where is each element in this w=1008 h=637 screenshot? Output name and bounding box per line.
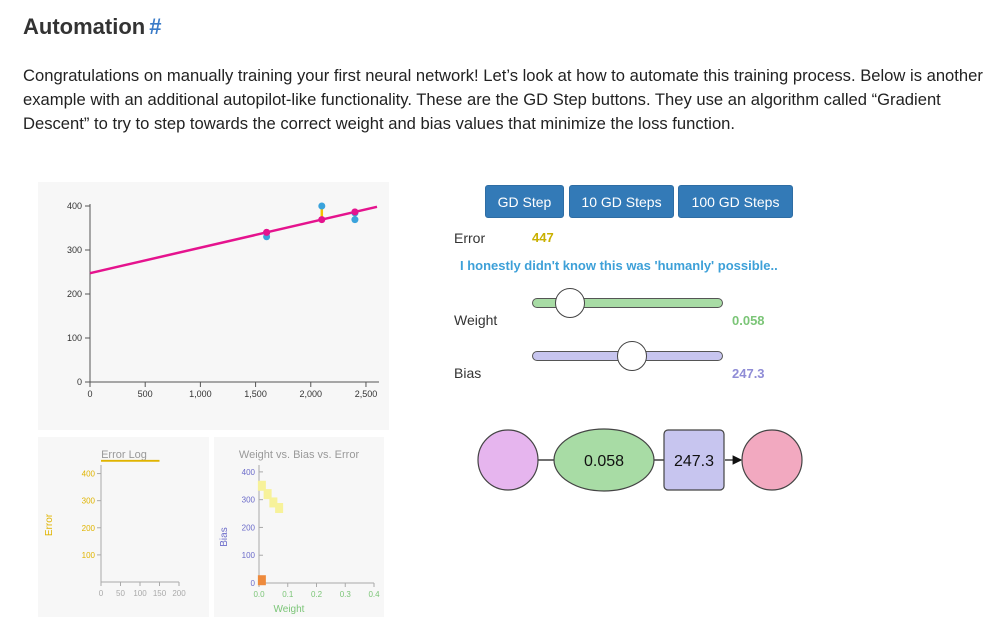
weight-axis-label: Weight — [274, 604, 305, 615]
bias-label: Bias — [454, 365, 482, 381]
gd-10-steps-button[interactable]: 10 GD Steps — [569, 185, 674, 218]
gd-step-button[interactable]: GD Step — [485, 185, 564, 218]
y-tick-label: 300 — [242, 496, 256, 505]
heatmap-cell — [269, 497, 278, 508]
bias-slider-thumb[interactable] — [617, 341, 648, 371]
y-tick-label: 0 — [251, 579, 256, 588]
page-title-text: Automation — [23, 14, 146, 39]
y-tick-label: 200 — [82, 524, 96, 533]
prediction-point — [263, 228, 271, 236]
heatmap-cell — [275, 503, 284, 513]
error-label: Error — [454, 230, 486, 246]
y-tick-label: 100 — [242, 551, 256, 560]
x-tick-label: 0.0 — [253, 590, 265, 599]
output-node — [741, 429, 803, 491]
scatter-chart: 0 100 200 300 400 0 500 1,000 1,500 2,000 2,500 — [67, 201, 379, 399]
heading-anchor-link[interactable]: # — [149, 14, 162, 39]
x-tick-label: 2,500 — [355, 389, 378, 399]
weight-slider-thumb[interactable] — [554, 288, 585, 318]
y-tick-label: 200 — [67, 289, 82, 299]
error-log-panel: Error Log Error 100 200 300 400 0 50 100 150 200 — [38, 437, 209, 617]
y-tick-label: 400 — [242, 468, 256, 477]
bias-value: 247.3 — [732, 366, 765, 381]
weight-value: 0.058 — [732, 313, 765, 328]
x-tick-label: 50 — [116, 589, 125, 598]
input-node — [477, 429, 539, 491]
y-tick-label: 300 — [82, 497, 96, 506]
y-tick-label: 300 — [67, 245, 82, 255]
x-tick-label: 1,500 — [244, 389, 267, 399]
weight-node — [553, 428, 655, 492]
status-message: I honestly didn't know this was 'humanly… — [460, 258, 778, 273]
x-tick-label: 0 — [87, 389, 92, 399]
data-point — [351, 216, 359, 224]
y-tick-label: 0 — [77, 377, 82, 387]
network-diagram: 0.058 247.3 — [477, 428, 803, 492]
data-point — [318, 202, 326, 210]
x-tick-label: 100 — [133, 589, 147, 598]
x-tick-label: 0.3 — [340, 590, 352, 599]
y-tick-label: 100 — [82, 551, 96, 560]
error-log-chart: Error Log Error 100 200 300 400 0 50 100 150 200 — [44, 449, 186, 598]
heatmap-cell — [263, 489, 272, 500]
prediction-point — [318, 216, 326, 224]
x-tick-label: 500 — [138, 389, 153, 399]
bias-node-value: 247.3 — [674, 453, 714, 470]
y-tick-label: 400 — [82, 470, 96, 479]
prediction-point — [351, 208, 359, 216]
gd-100-steps-button[interactable]: 100 GD Steps — [678, 185, 793, 218]
page-title: Automation # — [23, 14, 161, 40]
intro-paragraph: Congratulations on manually training you… — [23, 66, 983, 133]
weight-label: Weight — [454, 312, 498, 328]
x-tick-label: 0 — [99, 589, 104, 598]
scatter-chart-panel: 0 100 200 300 400 0 500 1,000 1,500 2,000 2,500 — [38, 182, 389, 430]
heatmap-cell — [257, 480, 266, 491]
fit-line — [89, 205, 378, 275]
bias-node — [663, 429, 725, 491]
weight-bias-chart: Weight vs. Bias vs. Error Bias Weight 0 100 2… — [219, 449, 380, 615]
x-tick-label: 1,000 — [189, 389, 212, 399]
heatmap-title: Weight vs. Bias vs. Error — [239, 449, 360, 461]
x-tick-label: 0.4 — [368, 590, 380, 599]
x-tick-label: 2,000 — [300, 389, 323, 399]
weight-slider[interactable] — [532, 298, 723, 308]
y-tick-label: 100 — [67, 333, 82, 343]
weight-bias-panel: Weight vs. Bias vs. Error Bias Weight 0 100 2… — [214, 437, 384, 617]
y-tick-label: 400 — [67, 201, 82, 211]
x-tick-label: 150 — [153, 589, 167, 598]
x-tick-label: 200 — [172, 589, 186, 598]
heatmap-cell — [257, 575, 266, 586]
weight-node-value: 0.058 — [584, 453, 624, 470]
x-tick-label: 0.1 — [282, 590, 294, 599]
error-axis-label: Error — [44, 513, 55, 536]
bias-axis-label: Bias — [219, 527, 230, 546]
error-log-title: Error Log — [101, 449, 147, 461]
error-value: 447 — [532, 230, 554, 245]
y-tick-label: 200 — [242, 523, 256, 532]
x-tick-label: 0.2 — [311, 590, 323, 599]
